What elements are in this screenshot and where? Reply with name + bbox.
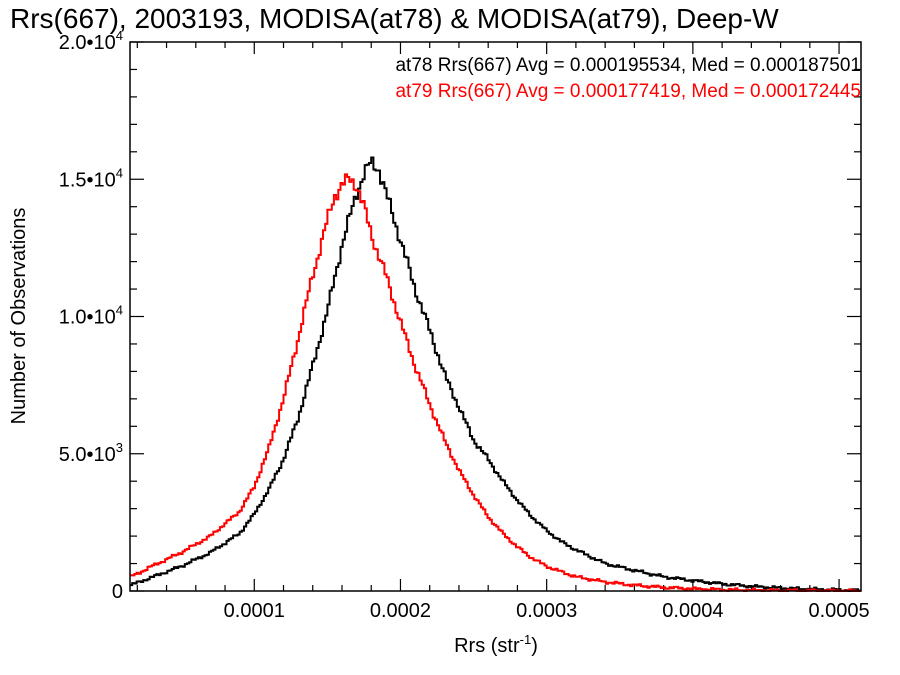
x-tick-label: 0.0004 [662,600,723,622]
stats-annotations: at78 Rrs(667) Avg = 0.000195534, Med = 0… [395,55,861,102]
y-axis-label: Number of Observations [8,208,30,425]
y-tick-exponent: 3 [116,440,123,455]
y-tick-mantissa: 1.0•10 [59,307,116,329]
y-tick-label: 1.0•104 [59,303,123,329]
y-tick-exponent: 4 [116,303,123,318]
series-layer [130,156,862,592]
x-tick-label: 0.0002 [370,600,431,622]
y-tick-exponent: 4 [116,165,123,180]
y-tick-mantissa: 5.0•10 [59,444,116,466]
x-axis-label: Rrs (str-1) [454,632,538,657]
y-tick-label: 2.0•104 [59,28,123,54]
y-tick-label: 1.5•104 [59,165,123,191]
chart-title: Rrs(667), 2003193, MODISA(at78) & MODISA… [10,3,779,34]
y-tick-label: 5.0•103 [59,440,123,466]
y-tick-mantissa: 2.0•10 [59,32,116,54]
x-tick-labels: 0.0001 0.0002 0.0003 0.0004 0.0005 [224,600,870,622]
x-axis-label-text: Rrs (str [454,635,520,657]
x-tick-label: 0.0001 [224,600,285,622]
x-tick-label: 0.0003 [516,600,577,622]
histogram-series-at78 [130,156,862,592]
x-axis-label-exponent: -1 [520,632,532,647]
tick-marks [130,41,861,592]
y-tick-mantissa: 1.5•10 [59,169,116,191]
y-tick-exponent: 4 [116,28,123,43]
stats-annotation: at79 Rrs(667) Avg = 0.000177419, Med = 0… [395,81,861,102]
x-tick-label: 0.0005 [808,600,869,622]
y-tick-label: 0 [112,581,123,603]
histogram-series-at79 [130,173,861,592]
plot-frame [129,41,862,592]
y-tick-mantissa: 0 [112,581,123,603]
x-axis-label-close: ) [531,635,538,657]
stats-annotation: at78 Rrs(667) Avg = 0.000195534, Med = 0… [395,55,861,76]
